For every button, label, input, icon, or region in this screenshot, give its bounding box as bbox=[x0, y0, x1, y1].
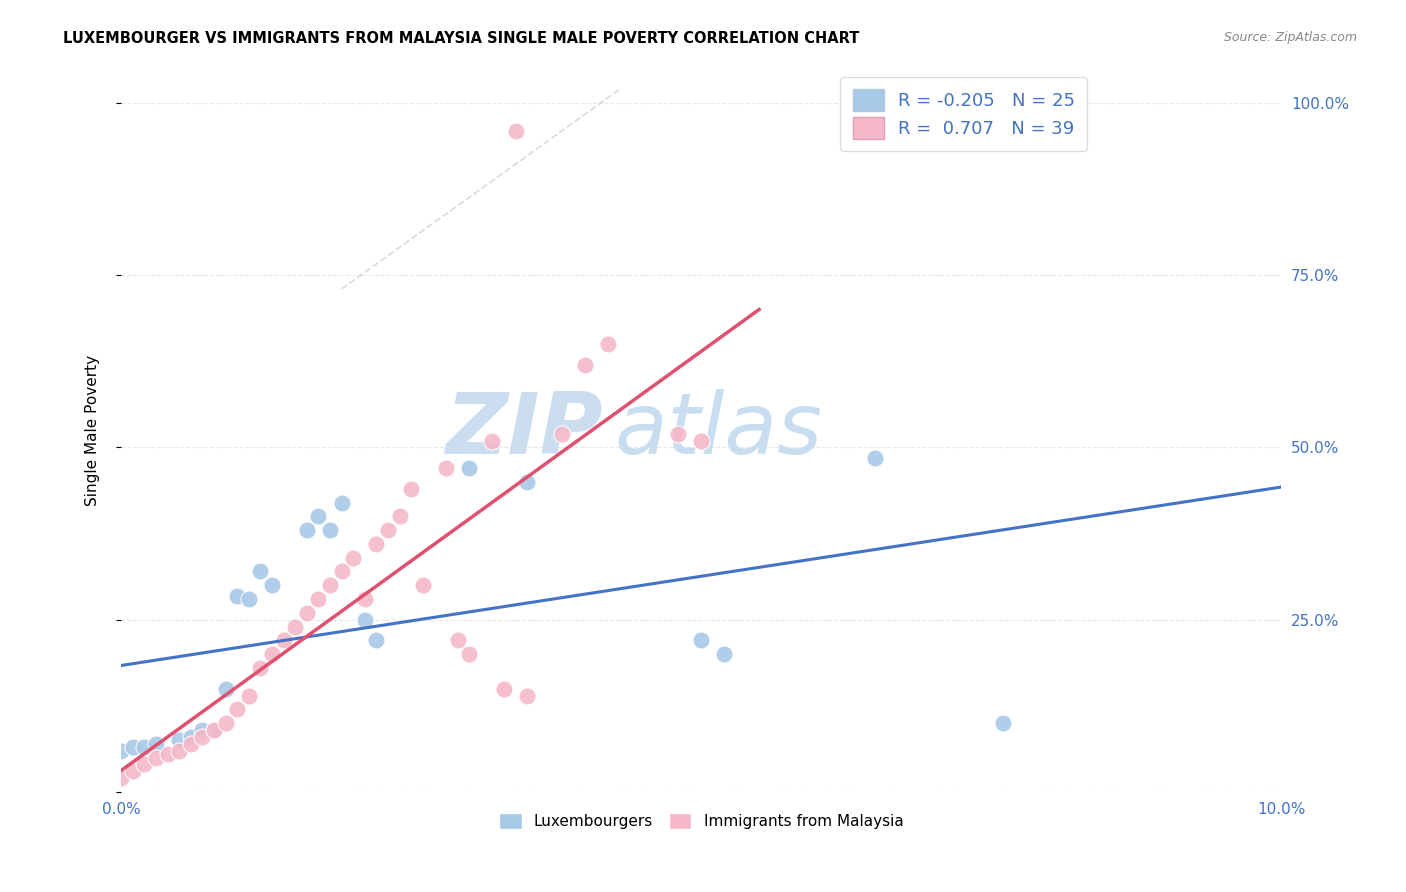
Point bbox=[307, 592, 329, 607]
Point bbox=[458, 461, 481, 475]
Point bbox=[434, 461, 457, 475]
Point bbox=[284, 619, 307, 633]
Text: Source: ZipAtlas.com: Source: ZipAtlas.com bbox=[1223, 31, 1357, 45]
Point bbox=[366, 633, 388, 648]
Point bbox=[353, 613, 375, 627]
Point bbox=[991, 716, 1014, 731]
Text: LUXEMBOURGER VS IMMIGRANTS FROM MALAYSIA SINGLE MALE POVERTY CORRELATION CHART: LUXEMBOURGER VS IMMIGRANTS FROM MALAYSIA… bbox=[63, 31, 859, 46]
Point bbox=[134, 757, 156, 772]
Point bbox=[458, 647, 481, 661]
Point bbox=[330, 565, 353, 579]
Point bbox=[249, 661, 271, 675]
Point bbox=[353, 592, 375, 607]
Point bbox=[202, 723, 225, 737]
Point bbox=[260, 647, 283, 661]
Point bbox=[366, 537, 388, 551]
Point bbox=[214, 681, 236, 696]
Point bbox=[226, 589, 249, 603]
Point bbox=[574, 358, 596, 372]
Point bbox=[388, 509, 411, 524]
Point bbox=[666, 426, 689, 441]
Point bbox=[121, 764, 143, 779]
Point bbox=[399, 482, 422, 496]
Point bbox=[145, 737, 167, 751]
Point bbox=[249, 565, 271, 579]
Point bbox=[295, 606, 318, 620]
Point bbox=[273, 633, 295, 648]
Point bbox=[492, 681, 515, 696]
Point bbox=[690, 633, 713, 648]
Point bbox=[598, 337, 620, 351]
Point bbox=[214, 716, 236, 731]
Point bbox=[307, 509, 329, 524]
Point bbox=[319, 578, 342, 592]
Point bbox=[167, 733, 190, 747]
Point bbox=[180, 730, 202, 744]
Text: atlas: atlas bbox=[614, 389, 823, 472]
Point bbox=[342, 550, 364, 565]
Legend: Luxembourgers, Immigrants from Malaysia: Luxembourgers, Immigrants from Malaysia bbox=[492, 806, 910, 835]
Point bbox=[516, 475, 538, 489]
Point bbox=[377, 523, 399, 537]
Point bbox=[863, 450, 886, 465]
Point bbox=[238, 592, 260, 607]
Point bbox=[191, 723, 214, 737]
Point bbox=[295, 523, 318, 537]
Text: ZIP: ZIP bbox=[444, 389, 603, 472]
Point bbox=[180, 737, 202, 751]
Point bbox=[226, 702, 249, 716]
Point bbox=[191, 730, 214, 744]
Point bbox=[319, 523, 342, 537]
Point bbox=[167, 744, 190, 758]
Point bbox=[202, 723, 225, 737]
Point bbox=[238, 689, 260, 703]
Point bbox=[121, 740, 143, 755]
Point bbox=[110, 771, 132, 785]
Point bbox=[446, 633, 468, 648]
Point bbox=[110, 744, 132, 758]
Point bbox=[551, 426, 574, 441]
Point bbox=[505, 123, 527, 137]
Point bbox=[260, 578, 283, 592]
Point bbox=[690, 434, 713, 448]
Point bbox=[330, 495, 353, 509]
Point bbox=[134, 740, 156, 755]
Y-axis label: Single Male Poverty: Single Male Poverty bbox=[86, 355, 100, 506]
Point bbox=[713, 647, 735, 661]
Point bbox=[145, 750, 167, 764]
Point bbox=[516, 689, 538, 703]
Point bbox=[481, 434, 503, 448]
Point bbox=[156, 747, 179, 761]
Point bbox=[412, 578, 434, 592]
